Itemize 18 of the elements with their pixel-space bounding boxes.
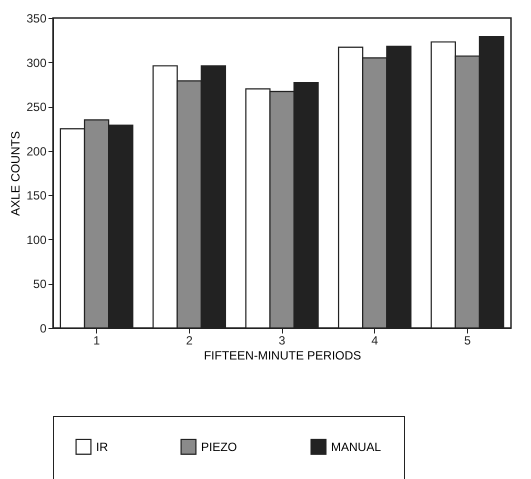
y-tick-label: 250	[26, 100, 47, 114]
x-tick-label: 5	[464, 334, 472, 348]
y-tick-label: 50	[33, 277, 47, 292]
legend-label: PIEZO	[201, 440, 238, 454]
legend-label: MANUAL	[331, 440, 382, 454]
x-tick-label: 2	[186, 334, 193, 348]
y-tick-label: 0	[40, 322, 47, 336]
x-axis-title: FIFTEEN-MINUTE PERIODS	[204, 348, 362, 362]
legend-label: IR	[96, 440, 108, 454]
x-tick-label: 4	[371, 334, 378, 348]
y-tick-label: 100	[26, 232, 47, 247]
x-tick-label: 3	[278, 334, 286, 348]
y-tick-label: 350	[26, 12, 47, 26]
y-tick-label: 150	[26, 188, 47, 203]
x-tick-label: 1	[93, 334, 100, 348]
y-tick-label: 300	[26, 56, 47, 70]
y-axis-title: AXLE COUNTS	[8, 131, 22, 216]
y-tick-label: 200	[26, 144, 47, 158]
